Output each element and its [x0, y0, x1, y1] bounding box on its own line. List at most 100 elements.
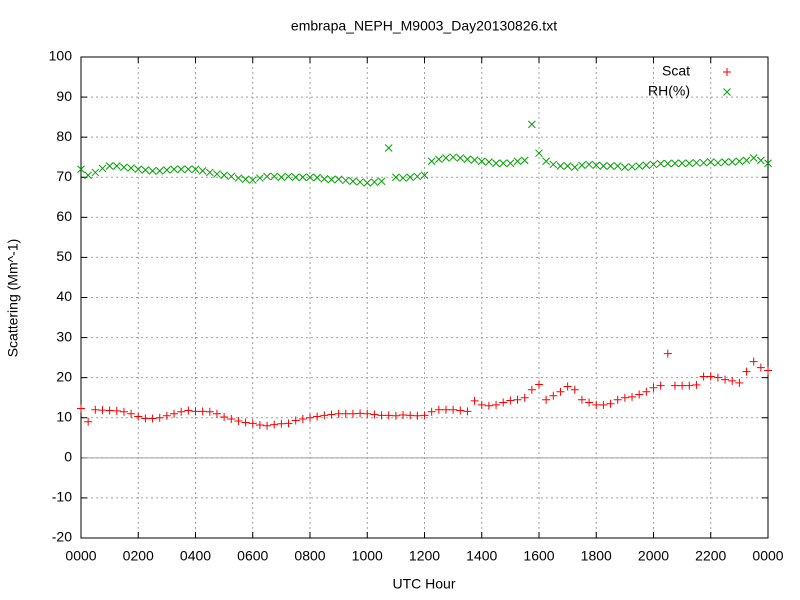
data-point [148, 166, 157, 175]
data-point [84, 417, 93, 426]
x-tick-label: 2200 [695, 548, 726, 564]
data-point [91, 168, 100, 177]
data-point [241, 418, 250, 427]
y-tick-label: 80 [56, 128, 72, 144]
data-point [205, 407, 214, 416]
data-point [141, 414, 150, 423]
data-point [327, 410, 336, 419]
legend-label: RH(%) [648, 83, 690, 99]
data-point [163, 166, 171, 174]
data-point [699, 158, 708, 167]
data-point [549, 160, 558, 169]
y-tick-label: 100 [49, 48, 73, 64]
data-point [463, 155, 472, 164]
y-tick-label: 40 [56, 288, 72, 304]
data-point [105, 162, 114, 170]
data-point [463, 407, 472, 416]
data-point [263, 172, 271, 181]
data-point [442, 154, 450, 162]
data-point [134, 412, 143, 421]
data-point [499, 398, 508, 407]
legend-marker [723, 88, 731, 96]
data-point [227, 172, 236, 181]
data-point [384, 144, 393, 152]
data-point [119, 407, 128, 416]
data-point [320, 174, 329, 183]
legend-label: Scat [662, 63, 690, 79]
data-point [613, 162, 622, 170]
data-point [477, 157, 486, 166]
data-point [628, 162, 636, 171]
data-point [613, 395, 622, 404]
data-point [298, 173, 307, 182]
data-point [542, 395, 551, 404]
data-point [756, 363, 765, 372]
data-point [349, 177, 357, 186]
data-point [170, 165, 178, 174]
data-point [98, 164, 107, 173]
data-point [184, 165, 193, 174]
data-point [556, 387, 565, 396]
data-point [284, 172, 293, 181]
data-point [620, 393, 629, 402]
data-point [678, 159, 686, 168]
data-point [84, 171, 93, 180]
data-point [592, 400, 601, 409]
data-point [549, 391, 558, 400]
data-point [670, 381, 679, 390]
data-point [685, 159, 694, 168]
data-point [656, 159, 665, 168]
data-point [728, 376, 737, 385]
data-point [456, 406, 465, 415]
data-point [592, 161, 601, 170]
data-point [413, 411, 422, 420]
legend-marker [723, 68, 731, 76]
data-point [77, 165, 85, 174]
data-point [485, 158, 493, 166]
data-point [635, 162, 644, 170]
data-point [348, 409, 357, 418]
data-point [313, 173, 322, 182]
data-point [306, 413, 314, 422]
data-point [585, 398, 594, 407]
data-point [484, 401, 493, 410]
data-point [91, 405, 100, 414]
data-point [735, 378, 744, 387]
data-point [535, 380, 543, 389]
data-point [377, 177, 386, 186]
data-point [434, 405, 443, 414]
data-point [105, 406, 114, 415]
data-point [327, 175, 336, 184]
y-tick-label: -10 [52, 489, 72, 505]
data-point [728, 158, 737, 166]
data-point [141, 166, 150, 174]
data-point [356, 178, 364, 186]
data-point [520, 393, 529, 402]
data-point [356, 409, 365, 418]
data-point [535, 149, 543, 158]
data-point [506, 159, 515, 168]
data-point [606, 399, 615, 408]
x-tick-label: 0000 [752, 548, 783, 564]
data-point [155, 413, 164, 422]
data-point [563, 162, 572, 170]
x-tick-label: 1200 [409, 548, 440, 564]
data-point [341, 409, 350, 418]
data-point [585, 160, 593, 169]
data-point [456, 154, 465, 162]
data-point [291, 173, 300, 182]
data-point [649, 383, 658, 392]
data-point [212, 409, 221, 418]
data-point [441, 405, 450, 414]
data-point [270, 420, 279, 429]
data-point [399, 410, 408, 419]
data-point [191, 165, 200, 174]
data-point [434, 155, 443, 164]
data-point [642, 161, 651, 170]
data-point [706, 158, 715, 166]
data-point [492, 159, 500, 168]
data-point [749, 357, 758, 366]
data-point [499, 159, 508, 168]
data-point [98, 406, 107, 415]
